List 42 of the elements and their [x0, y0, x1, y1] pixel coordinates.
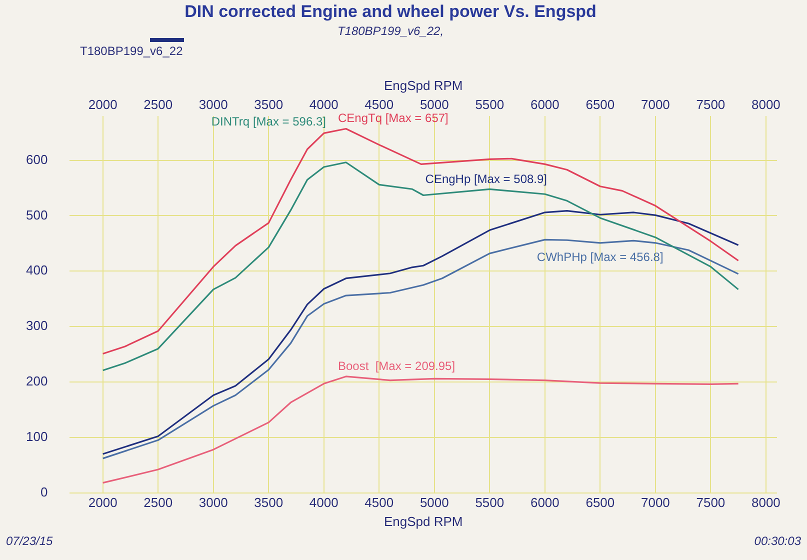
x2-tick-label: 2000: [88, 96, 118, 112]
x2-tick-label: 4500: [364, 96, 394, 112]
x2-tick-label: 2500: [144, 96, 173, 112]
x2-tick-label: 7500: [696, 96, 726, 112]
x-tick-label: 6500: [586, 495, 615, 510]
x-tick-label: 3500: [254, 495, 284, 510]
x-tick-label: 8000: [751, 495, 780, 510]
text: 07/23/15: [6, 534, 53, 548]
x2-tick-label: 5000: [420, 96, 449, 112]
x-tick-label: 4500: [364, 495, 394, 510]
y-tick-label: 100: [26, 428, 48, 444]
x2-axis-title: EngSpd RPM: [384, 78, 463, 94]
x2-tick-label: 6000: [530, 96, 560, 112]
y-tick-label: 500: [26, 207, 48, 222]
y-tick-label: 0: [40, 484, 48, 500]
text: DINTrq [Max = 596.3]: [211, 114, 326, 129]
x2-tick-label: 3000: [198, 96, 228, 112]
x-tick-label: 6000: [530, 495, 560, 510]
x-tick-label: 7500: [696, 495, 726, 510]
x-tick-label: 7000: [640, 495, 670, 510]
y-tick-label: 200: [26, 374, 48, 389]
x-tick-label: 2000: [88, 495, 118, 510]
text: T180BP199_v6_22: [80, 44, 183, 58]
y-tick-label: 400: [26, 262, 48, 278]
x-tick-label: 5000: [420, 495, 449, 510]
x-axis-title: EngSpd RPM: [384, 514, 463, 529]
text: CEngHp [Max = 508.9]: [425, 172, 548, 186]
y-tick-label: 300: [26, 318, 48, 334]
x2-tick-label: 4000: [309, 96, 338, 112]
x-tick-label: 4000: [309, 495, 338, 510]
x2-tick-label: 6500: [586, 96, 615, 112]
x-tick-label: 3000: [198, 495, 228, 510]
x2-tick-label: 8000: [751, 96, 780, 112]
x-tick-label: 2500: [144, 495, 173, 510]
chart-subtitle: T180BP199_v6_22,: [337, 24, 444, 38]
text: 00:30:03: [754, 534, 801, 548]
x2-tick-label: 5500: [475, 96, 504, 112]
x2-tick-label: 3500: [254, 96, 284, 112]
x2-tick-label: 7000: [640, 96, 670, 112]
x-tick-label: 5500: [475, 495, 504, 510]
chart-title: DIN corrected Engine and wheel power Vs. Engspd: [184, 2, 596, 21]
y-tick-label: 600: [26, 152, 48, 167]
